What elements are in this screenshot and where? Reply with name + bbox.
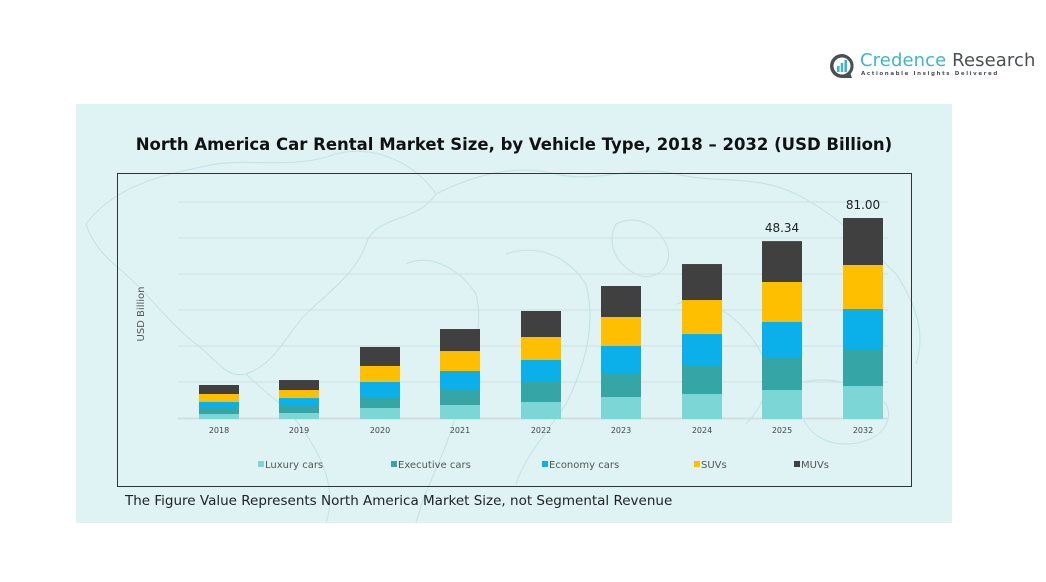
bar-segment-executive-cars-2018: [199, 407, 239, 414]
bar-segment-executive-cars-2023: [601, 373, 641, 397]
brand-name-part1: Credence: [860, 50, 947, 71]
bar-segment-executive-cars-2024: [682, 365, 722, 395]
bar-chart-logo-icon: [830, 54, 854, 78]
bar-segment-luxury-cars-2032: [843, 385, 883, 419]
x-tick-label: 2018: [209, 426, 229, 435]
x-tick-label: 2020: [370, 426, 390, 435]
y-axis-label: USD Billion: [136, 287, 147, 342]
legend-swatch: [542, 461, 548, 467]
bar-segment-economy-cars-2024: [682, 334, 722, 366]
bar-stack-2032: [843, 218, 883, 419]
bar-segment-luxury-cars-2025: [762, 390, 802, 419]
x-tick-label: 2022: [531, 426, 551, 435]
legend-swatch: [258, 461, 264, 467]
chart-title: North America Car Rental Market Size, by…: [135, 135, 893, 154]
bar-segment-executive-cars-2032: [843, 348, 883, 386]
legend-item: SUVs: [694, 460, 727, 471]
bar-stack-2023: [601, 286, 641, 419]
legend-item: Luxury cars: [258, 460, 323, 471]
x-axis-ticks: 2018 2019 2020 2021 2022 2023 2024 2025 2032: [209, 426, 873, 435]
bar-segment-muvs-2022: [521, 310, 561, 338]
bar-segment-suvs-2019: [279, 390, 319, 399]
bar-segment-economy-cars-2018: [199, 401, 239, 408]
bar-segment-luxury-cars-2024: [682, 394, 722, 419]
bar-segment-suvs-2023: [601, 316, 641, 346]
bar-segment-executive-cars-2019: [279, 405, 319, 414]
bar-segment-executive-cars-2020: [360, 396, 400, 408]
legend-swatch: [391, 461, 397, 467]
data-labels: 48.34 81.00: [765, 198, 880, 235]
bar-segment-muvs-2025: [762, 241, 802, 282]
bar-segment-suvs-2025: [762, 281, 802, 322]
bar-segment-suvs-2018: [199, 394, 239, 402]
bar-stack-2022: [521, 310, 561, 419]
bar-segment-luxury-cars-2018: [199, 413, 239, 419]
brand-name-part2: Research: [946, 50, 1036, 71]
bar-segment-muvs-2021: [440, 329, 480, 352]
legend: Luxury cars Executive cars Economy cars SUV…: [258, 460, 829, 471]
bar-segment-executive-cars-2021: [440, 389, 480, 406]
bar-segment-luxury-cars-2022: [521, 401, 561, 419]
bar-segment-economy-cars-2023: [601, 345, 641, 373]
bar-stack-2021: [440, 329, 480, 419]
x-tick-label: 2032: [853, 426, 873, 435]
bar-segment-suvs-2021: [440, 351, 480, 372]
legend-item: MUVs: [794, 460, 829, 471]
legend-swatch: [794, 461, 800, 467]
bar-segment-luxury-cars-2021: [440, 405, 480, 419]
bar-stack-2024: [682, 264, 722, 419]
data-label-2032: 81.00: [846, 198, 880, 212]
x-tick-label: 2025: [772, 426, 792, 435]
bar-stack-2025: [762, 241, 802, 419]
bar-segment-executive-cars-2022: [521, 382, 561, 402]
bar-segment-suvs-2020: [360, 365, 400, 382]
bar-stack-2020: [360, 346, 400, 419]
stacked-bar-chart: USD Billion 2018 2019 2020 2021 2022 2023 2024…: [136, 198, 888, 471]
bar-segment-muvs-2032: [843, 218, 883, 265]
bar-segment-muvs-2019: [279, 380, 319, 391]
bar-segment-suvs-2024: [682, 300, 722, 335]
data-label-2025: 48.34: [765, 221, 799, 235]
bar-segment-luxury-cars-2019: [279, 413, 319, 419]
bar-segment-economy-cars-2025: [762, 321, 802, 357]
bar-segment-economy-cars-2020: [360, 381, 400, 397]
bar-segment-luxury-cars-2020: [360, 407, 400, 419]
footnote: The Figure Value Represents North Americ…: [125, 493, 673, 509]
legend-item: Economy cars: [542, 460, 619, 471]
bar-segment-economy-cars-2022: [521, 360, 561, 383]
bar-segment-executive-cars-2025: [762, 356, 802, 391]
bar-segment-economy-cars-2019: [279, 398, 319, 406]
x-tick-label: 2024: [692, 426, 712, 435]
bar-segment-muvs-2023: [601, 286, 641, 317]
chart-area: USD Billion 2018 2019 2020 2021 2022 2023 2024…: [117, 173, 912, 487]
bar-segment-economy-cars-2021: [440, 371, 480, 390]
x-tick-label: 2019: [289, 426, 309, 435]
legend-label: Executive cars: [398, 460, 471, 471]
brand-logo: Credence Research Actionable Insights De…: [828, 50, 1035, 84]
bar-segment-suvs-2032: [843, 264, 883, 309]
x-tick-label: 2021: [450, 426, 470, 435]
brand-tagline: Actionable Insights Delivered: [861, 71, 999, 77]
legend-label: Luxury cars: [265, 460, 323, 471]
x-tick-label: 2023: [611, 426, 631, 435]
bar-stack-2019: [279, 380, 319, 419]
bar-stack-2018: [199, 384, 239, 419]
legend-label: SUVs: [701, 460, 727, 471]
legend-swatch: [694, 461, 700, 467]
bar-segment-suvs-2022: [521, 337, 561, 361]
legend-label: MUVs: [801, 460, 829, 471]
chart-panel: North America Car Rental Market Size, by…: [76, 104, 952, 523]
bars: [199, 218, 883, 419]
bar-segment-muvs-2020: [360, 346, 400, 366]
bar-segment-muvs-2024: [682, 264, 722, 301]
legend-item: Executive cars: [391, 460, 471, 471]
bar-segment-economy-cars-2032: [843, 308, 883, 349]
bar-segment-luxury-cars-2023: [601, 396, 641, 419]
brand-name: Credence Research: [860, 50, 1036, 71]
legend-label: Economy cars: [549, 460, 619, 471]
bar-segment-muvs-2018: [199, 384, 239, 395]
